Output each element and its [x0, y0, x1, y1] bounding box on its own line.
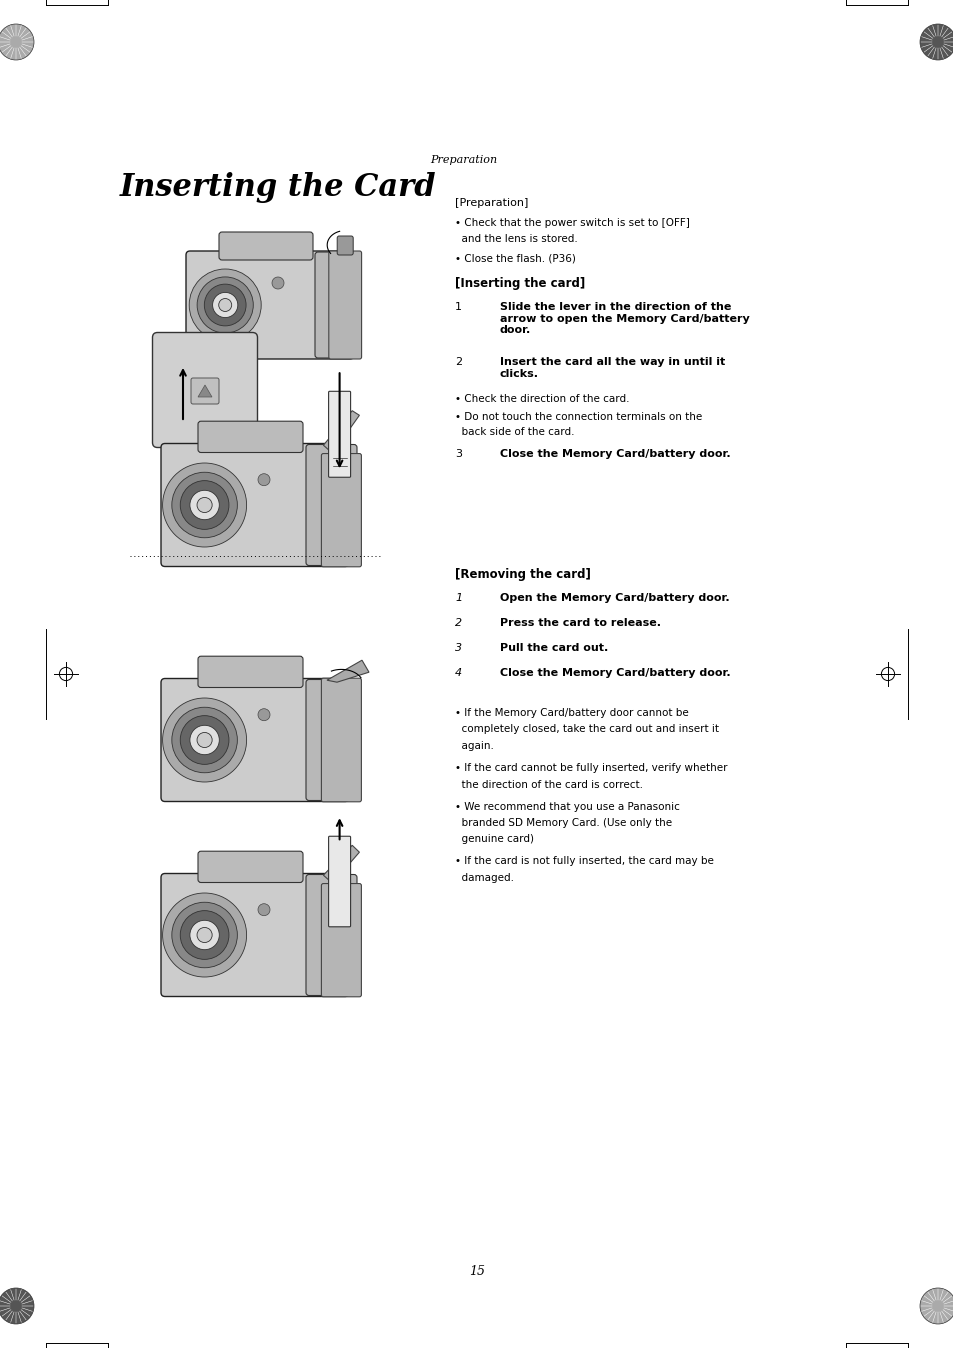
Text: • If the card is not fully inserted, the card may be: • If the card is not fully inserted, the… — [455, 856, 713, 867]
Text: • We recommend that you use a Panasonic: • We recommend that you use a Panasonic — [455, 802, 679, 811]
FancyBboxPatch shape — [161, 678, 349, 802]
Polygon shape — [323, 411, 359, 453]
Text: genuine card): genuine card) — [455, 834, 534, 844]
Text: [Preparation]: [Preparation] — [455, 198, 528, 208]
Text: completely closed, take the card out and insert it: completely closed, take the card out and… — [455, 724, 719, 735]
Text: Inserting the Card: Inserting the Card — [120, 173, 436, 204]
Text: the direction of the card is correct.: the direction of the card is correct. — [455, 779, 642, 790]
FancyBboxPatch shape — [321, 453, 361, 566]
Circle shape — [272, 276, 284, 288]
Text: • Close the flash. (P36): • Close the flash. (P36) — [455, 253, 576, 263]
Circle shape — [189, 270, 261, 341]
Circle shape — [162, 698, 246, 782]
FancyBboxPatch shape — [306, 679, 356, 801]
Text: • Do not touch the connection terminals on the: • Do not touch the connection terminals … — [455, 411, 701, 422]
FancyBboxPatch shape — [314, 252, 360, 359]
Circle shape — [197, 927, 212, 942]
Text: 15: 15 — [469, 1264, 484, 1278]
FancyBboxPatch shape — [191, 377, 219, 404]
FancyBboxPatch shape — [329, 251, 361, 359]
Text: [Inserting the card]: [Inserting the card] — [455, 276, 584, 290]
FancyBboxPatch shape — [186, 251, 354, 359]
Circle shape — [257, 473, 270, 485]
Text: 2: 2 — [455, 357, 461, 367]
Text: Slide the lever in the direction of the
arrow to open the Memory Card/battery
do: Slide the lever in the direction of the … — [499, 302, 749, 336]
FancyBboxPatch shape — [306, 445, 356, 566]
Circle shape — [197, 732, 212, 748]
Circle shape — [172, 708, 237, 772]
Text: again.: again. — [455, 741, 494, 751]
Polygon shape — [327, 661, 369, 682]
Text: Insert the card all the way in until it
clicks.: Insert the card all the way in until it … — [499, 357, 724, 379]
Text: Pull the card out.: Pull the card out. — [499, 643, 608, 652]
Text: • Check that the power switch is set to [OFF]: • Check that the power switch is set to … — [455, 218, 689, 228]
Text: and the lens is stored.: and the lens is stored. — [455, 235, 578, 244]
Text: Close the Memory Card/battery door.: Close the Memory Card/battery door. — [499, 669, 730, 678]
Text: • Check the direction of the card.: • Check the direction of the card. — [455, 394, 629, 404]
Text: 4: 4 — [455, 669, 461, 678]
Circle shape — [172, 902, 237, 968]
Circle shape — [190, 491, 219, 520]
Text: Open the Memory Card/battery door.: Open the Memory Card/battery door. — [499, 593, 729, 603]
Circle shape — [257, 903, 270, 915]
Circle shape — [190, 725, 219, 755]
FancyBboxPatch shape — [219, 232, 313, 260]
Text: damaged.: damaged. — [455, 874, 514, 883]
Text: 1: 1 — [455, 593, 461, 603]
Text: Close the Memory Card/battery door.: Close the Memory Card/battery door. — [499, 449, 730, 460]
Circle shape — [180, 716, 229, 764]
Polygon shape — [323, 845, 359, 883]
Circle shape — [162, 892, 246, 977]
Text: 3: 3 — [455, 643, 461, 652]
FancyBboxPatch shape — [306, 875, 356, 996]
FancyBboxPatch shape — [321, 678, 361, 802]
Circle shape — [213, 293, 237, 318]
Text: 1: 1 — [455, 302, 461, 311]
Text: branded SD Memory Card. (Use only the: branded SD Memory Card. (Use only the — [455, 818, 672, 828]
FancyBboxPatch shape — [161, 874, 349, 996]
FancyBboxPatch shape — [198, 851, 303, 883]
FancyBboxPatch shape — [321, 883, 361, 996]
Circle shape — [172, 472, 237, 538]
Text: 3: 3 — [455, 449, 461, 460]
Text: Press the card to release.: Press the card to release. — [499, 617, 660, 628]
Circle shape — [162, 462, 246, 547]
Text: [Removing the card]: [Removing the card] — [455, 568, 590, 581]
Circle shape — [190, 921, 219, 950]
FancyBboxPatch shape — [161, 443, 349, 566]
Text: back side of the card.: back side of the card. — [455, 427, 574, 437]
Text: • If the Memory Card/battery door cannot be: • If the Memory Card/battery door cannot… — [455, 708, 688, 718]
Circle shape — [919, 1287, 953, 1324]
Circle shape — [218, 298, 232, 311]
FancyBboxPatch shape — [198, 421, 303, 453]
Circle shape — [0, 1287, 34, 1324]
Circle shape — [0, 24, 34, 61]
Text: 2: 2 — [455, 617, 461, 628]
FancyBboxPatch shape — [328, 391, 351, 477]
Circle shape — [180, 481, 229, 530]
FancyBboxPatch shape — [152, 333, 257, 448]
Circle shape — [180, 911, 229, 960]
Circle shape — [197, 497, 212, 512]
FancyBboxPatch shape — [336, 236, 353, 255]
Text: • If the card cannot be fully inserted, verify whether: • If the card cannot be fully inserted, … — [455, 763, 727, 772]
Polygon shape — [198, 386, 212, 398]
Circle shape — [919, 24, 953, 61]
Text: Preparation: Preparation — [430, 155, 497, 164]
Circle shape — [204, 284, 246, 326]
Circle shape — [257, 709, 270, 721]
Circle shape — [197, 276, 253, 333]
FancyBboxPatch shape — [328, 836, 351, 927]
FancyBboxPatch shape — [198, 656, 303, 687]
